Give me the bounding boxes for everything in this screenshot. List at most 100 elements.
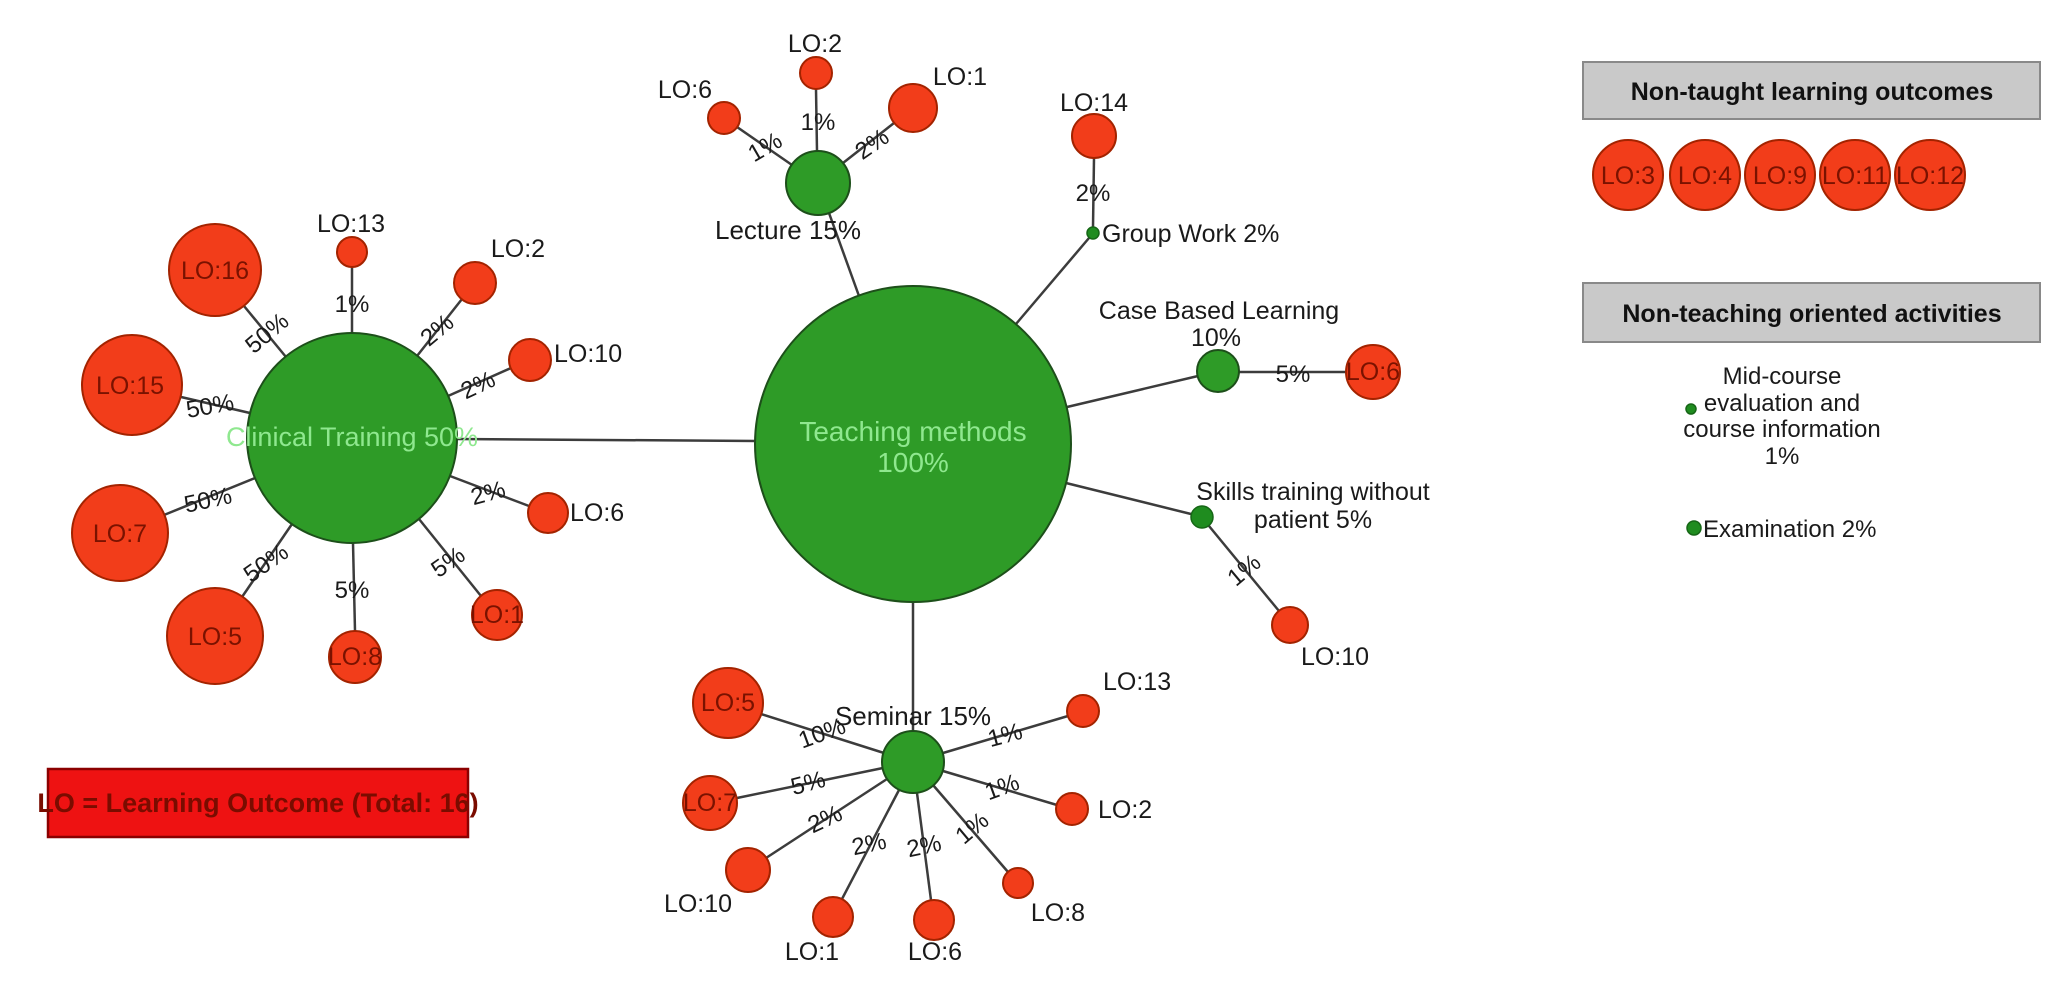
legend: LO = Learning Outcome (Total: 16) xyxy=(37,767,479,839)
seminar-lo8-label: LO:8 xyxy=(1031,899,1085,927)
edge-seminar-lo5 xyxy=(760,712,885,755)
casebased-lo6-pct: 5% xyxy=(1276,361,1311,388)
node-casebased-lo6 xyxy=(1345,344,1401,400)
edge-lecture-lo2 xyxy=(814,88,819,152)
clinical-lo13-pct: 1% xyxy=(335,291,370,318)
lecture-lo2-pct: 1% xyxy=(801,109,836,136)
node-clinical-lo10 xyxy=(508,338,552,382)
lecture-lo6-label: LO:6 xyxy=(658,76,712,104)
seminar-lo6-pct: 2% xyxy=(904,830,944,864)
edge-teaching-skills xyxy=(1065,481,1192,516)
edge-groupwork-lo14 xyxy=(1091,157,1096,228)
clinical-lo10-label: LO:10 xyxy=(554,340,622,368)
legend-text: LO = Learning Outcome (Total: 16) xyxy=(37,788,478,818)
seminar-lo1-pct: 2% xyxy=(849,828,889,862)
lecture-lo1-pct: 2% xyxy=(850,123,894,165)
mid-course-line1: Mid-course xyxy=(1723,363,1842,390)
clinical-lo10-pct: 2% xyxy=(457,366,500,405)
node-groupwork-lo14 xyxy=(1071,113,1117,159)
edge-seminar-lo10 xyxy=(765,777,888,860)
clinical-lo15-pct: 50% xyxy=(184,389,236,424)
node-clinical-lo13 xyxy=(336,236,368,268)
edge-teaching-clinical xyxy=(456,437,758,443)
seminar-lo6-label: LO:6 xyxy=(908,938,962,966)
clinical-lo1-label: LO:1 xyxy=(470,601,524,629)
seminar-lo1-label: LO:1 xyxy=(785,938,839,966)
skills-training-label-line2: patient 5% xyxy=(1254,506,1372,534)
node-clinical-lo6 xyxy=(527,492,569,534)
node-lecture-lo6 xyxy=(707,101,741,135)
lecture-lo6-pct: 1% xyxy=(743,127,787,168)
clinical-lo16-pct: 50% xyxy=(240,308,294,360)
skills-satellites: LO:10 1% xyxy=(1222,549,1369,671)
node-lecture xyxy=(785,150,851,216)
node-nontaught-lo4 xyxy=(1669,139,1741,211)
clinical-lo7-label: LO:7 xyxy=(93,520,147,548)
seminar-lo7-label: LO:7 xyxy=(683,789,737,817)
node-case-based-learning xyxy=(1196,349,1240,393)
lecture-label: Lecture 15% xyxy=(715,215,861,245)
lecture-satellites: LO:6 1% LO:2 1% LO:1 2% xyxy=(658,30,987,168)
seminar-satellites: LO:5 10% LO:7 5% LO:10 2% LO:1 2% LO:6 2… xyxy=(664,667,1171,966)
node-teaching-methods xyxy=(754,285,1072,603)
node-seminar-lo7 xyxy=(682,775,738,831)
node-seminar xyxy=(881,730,945,794)
edge-clinical-lo10 xyxy=(447,366,512,398)
panel-non-teaching-header-box xyxy=(1582,282,2041,343)
node-clinical-lo8 xyxy=(328,630,382,684)
nontaught-lo9-label: LO:9 xyxy=(1753,162,1807,190)
node-clinical-training xyxy=(246,332,458,544)
node-seminar-lo8 xyxy=(1002,867,1034,899)
seminar-lo2-label: LO:2 xyxy=(1098,796,1152,824)
nontaught-lo11-label: LO:11 xyxy=(1822,162,1888,190)
examination-label: Examination 2% xyxy=(1703,516,1876,543)
node-clinical-lo16 xyxy=(168,223,262,317)
seminar-lo5-pct: 10% xyxy=(795,713,849,755)
node-examination-dot xyxy=(1686,520,1702,536)
clinical-lo1-pct: 5% xyxy=(426,541,470,583)
seminar-lo2-pct: 1% xyxy=(981,769,1023,806)
seminar-lo7-pct: 5% xyxy=(788,766,828,801)
node-nontaught-lo9 xyxy=(1744,139,1816,211)
panel-non-teaching-title: Non-teaching oriented activities xyxy=(1622,300,2001,328)
casebased-lo6-label: LO:6 xyxy=(1346,358,1400,386)
clinical-lo5-pct: 50% xyxy=(239,539,294,589)
edge-seminar-lo6 xyxy=(915,792,933,901)
skills-lo10-label: LO:10 xyxy=(1301,643,1369,671)
edge-skills-lo10 xyxy=(1208,525,1280,612)
edge-clinical-lo5 xyxy=(240,523,294,598)
node-seminar-lo5 xyxy=(692,667,764,739)
lecture-lo1-label: LO:1 xyxy=(933,63,987,91)
nontaught-lo4-label: LO:4 xyxy=(1678,162,1732,190)
clinical-lo7-pct: 50% xyxy=(182,482,235,518)
edge-lecture-lo6 xyxy=(736,125,793,167)
node-clinical-lo7 xyxy=(71,484,169,582)
groupwork-lo14-pct: 2% xyxy=(1076,180,1111,207)
clinical-lo8-label: LO:8 xyxy=(328,643,382,671)
case-based-satellites: LO:6 5% xyxy=(1276,344,1401,400)
clinical-lo2-label: LO:2 xyxy=(491,235,545,263)
edge-clinical-lo6 xyxy=(449,474,530,508)
clinical-lo13-label: LO:13 xyxy=(317,210,385,238)
edge-seminar-lo8 xyxy=(932,784,1009,873)
edge-clinical-lo16 xyxy=(243,305,287,358)
teaching-methods-label: Teaching methods xyxy=(799,416,1026,447)
node-seminar-lo13 xyxy=(1066,694,1100,728)
group-work-satellites: LO:14 2% xyxy=(1060,89,1128,207)
clinical-lo15-label: LO:15 xyxy=(96,372,164,400)
edge-seminar-lo2 xyxy=(942,769,1058,807)
node-seminar-lo1 xyxy=(812,896,854,938)
edge-clinical-lo15 xyxy=(180,395,251,415)
clinical-lo6-label: LO:6 xyxy=(570,499,624,527)
node-skills-lo10 xyxy=(1271,606,1309,644)
edge-lecture-lo1 xyxy=(842,122,895,164)
clinical-lo6-pct: 2% xyxy=(468,476,508,511)
node-lecture-lo2 xyxy=(799,56,833,90)
seminar-lo10-label: LO:10 xyxy=(664,890,732,918)
seminar-lo5-label: LO:5 xyxy=(701,689,755,717)
groupwork-lo14-label: LO:14 xyxy=(1060,89,1128,117)
edge-teaching-lecture xyxy=(827,212,861,297)
edge-clinical-lo2 xyxy=(416,298,463,357)
edge-clinical-lo1 xyxy=(418,518,482,597)
